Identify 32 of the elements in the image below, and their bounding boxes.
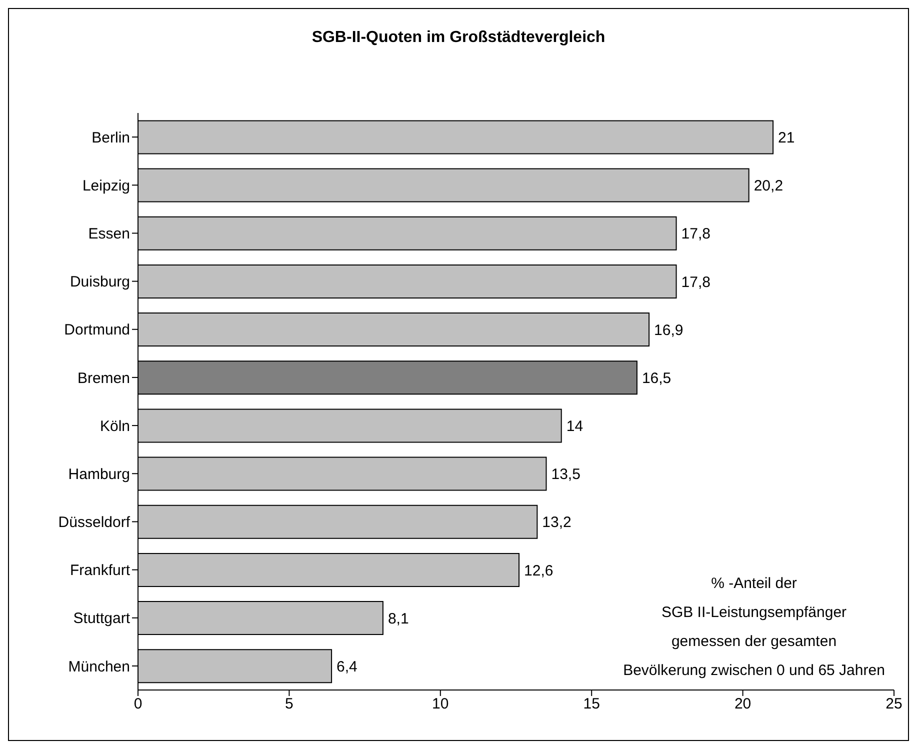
data-label: 17,8 <box>681 274 710 291</box>
x-tick-label: 5 <box>285 696 294 713</box>
data-label: 17,8 <box>681 226 710 243</box>
data-label: 6,4 <box>336 658 358 676</box>
y-tick-label: Hamburg <box>68 466 130 483</box>
y-tick-label: Bremen <box>77 370 130 387</box>
x-tick-label: 0 <box>134 696 142 713</box>
data-label: 16,5 <box>642 370 672 387</box>
annotation: % -Anteil der SGB II-Leistungsempfänger gemessen der gesamten Bevölkerung zwischen 0 und 65 Jahren <box>622 574 886 681</box>
y-tick-label: Frankfurt <box>70 562 131 580</box>
data-label: 16,9 <box>654 322 684 339</box>
data-label: 20,2 <box>754 178 784 195</box>
y-tick-label: München <box>68 658 130 676</box>
data-label: 13,5 <box>551 466 580 484</box>
x-tick-label: 25 <box>886 696 902 713</box>
y-tick-label: Stuttgart <box>73 610 131 628</box>
y-tick-label: Köln <box>100 418 130 435</box>
data-label: 8,1 <box>388 610 409 628</box>
data-label: 13,2 <box>542 514 572 532</box>
y-tick-label: Duisburg <box>70 274 130 291</box>
y-tick-label: Dortmund <box>64 322 130 339</box>
data-label: 21 <box>778 130 795 147</box>
y-tick-label: Berlin <box>92 129 130 146</box>
x-tick-label: 15 <box>583 696 600 713</box>
x-tick-label: 20 <box>734 696 752 713</box>
x-tick-label: 10 <box>432 696 449 713</box>
y-tick-label: Essen <box>88 226 130 243</box>
data-label: 14 <box>566 418 584 436</box>
y-tick-label: Leipzig <box>82 177 130 194</box>
data-label: 12,6 <box>524 562 554 580</box>
y-tick-label: Düsseldorf <box>58 514 131 532</box>
chart-title: SGB-II-Quoten im Großstädtevergleich <box>310 29 606 47</box>
